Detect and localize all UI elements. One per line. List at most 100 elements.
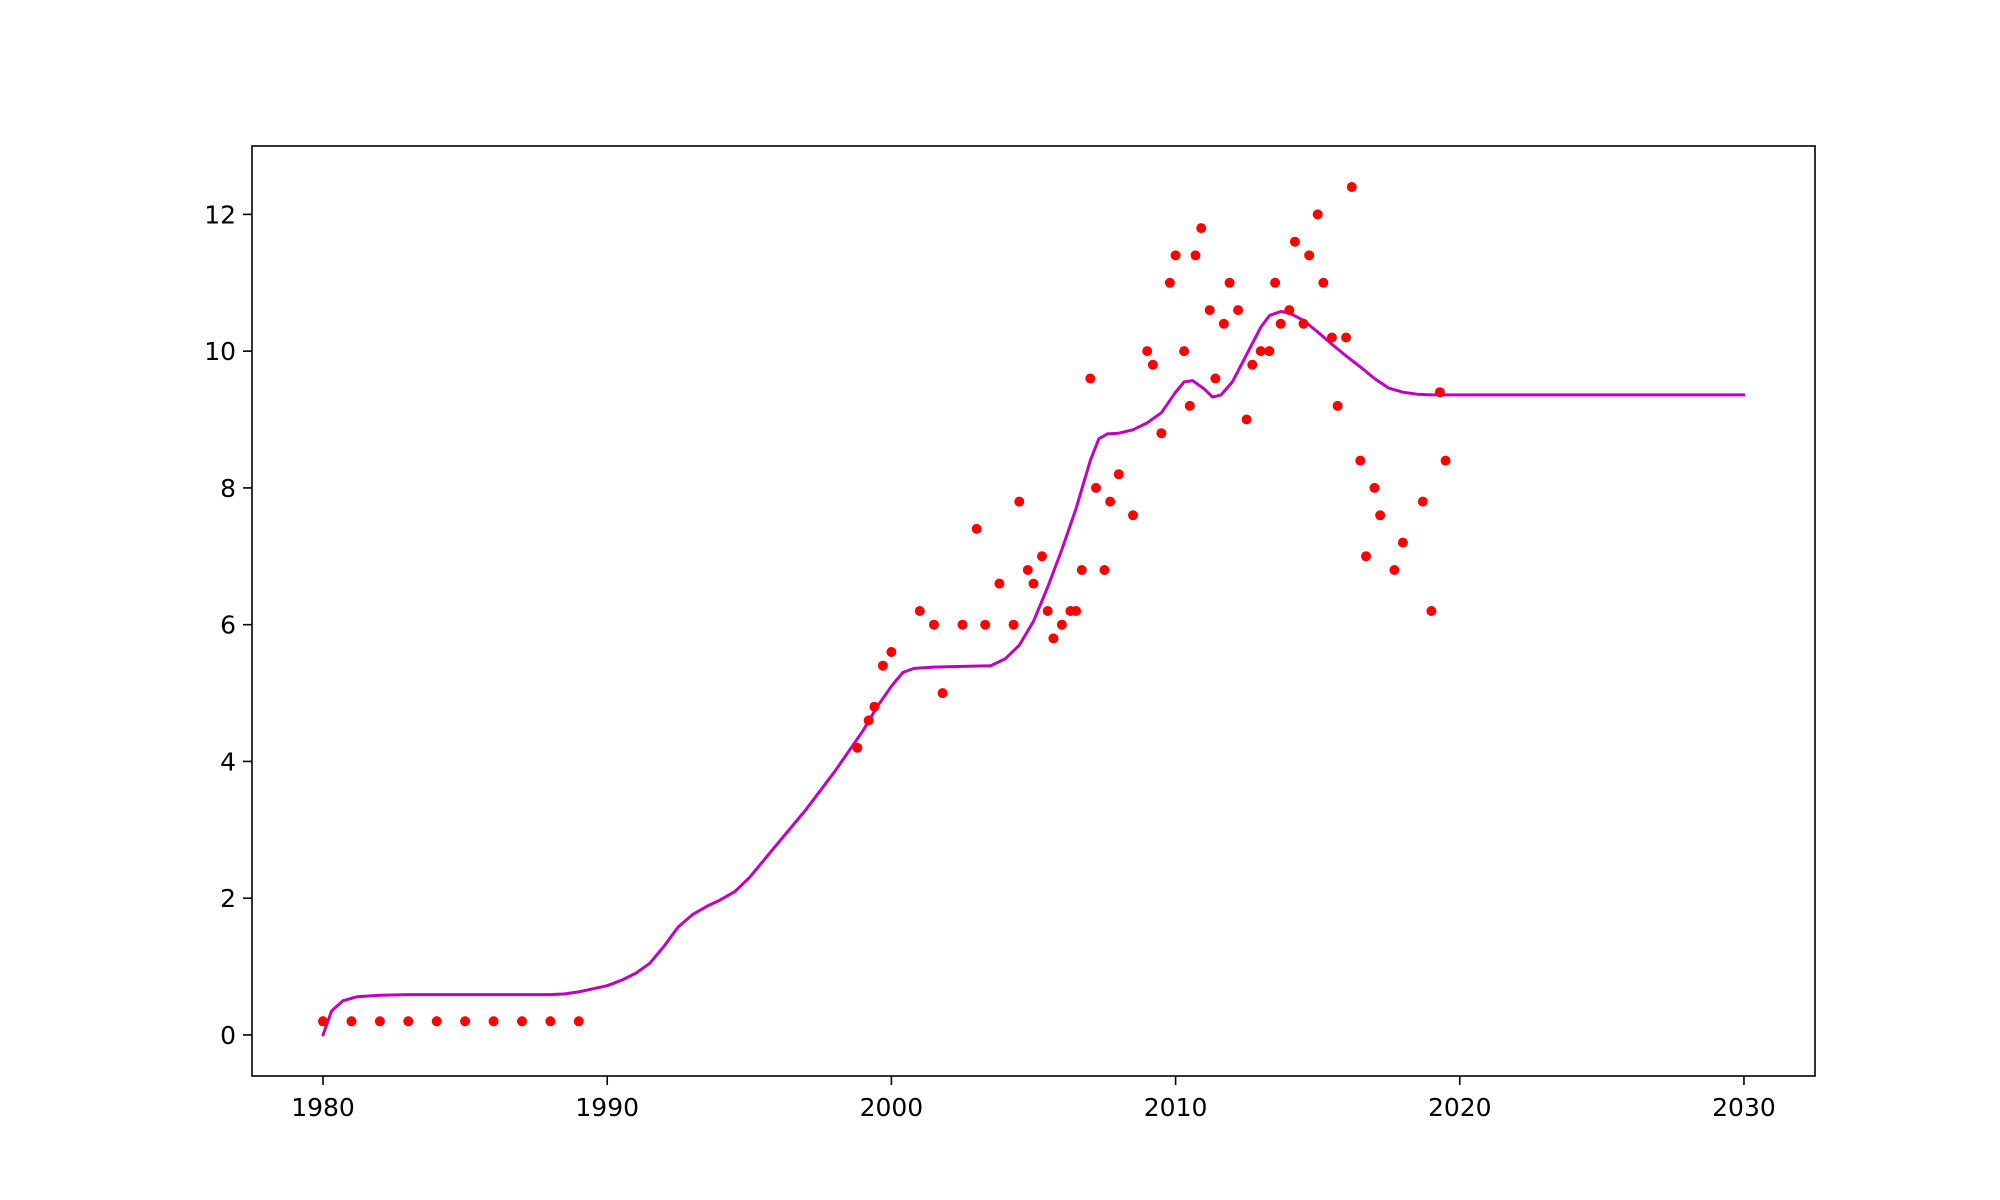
data-point [431,1016,442,1027]
data-point [1085,373,1096,384]
data-point [877,660,888,671]
data-point [1105,496,1116,507]
data-point [1264,346,1275,357]
data-point [1048,633,1059,644]
data-point [1247,359,1258,370]
x-tick-label: 2000 [860,1093,924,1122]
data-point [1014,496,1025,507]
data-point [1099,565,1110,575]
data-point [869,701,880,712]
data-point [1434,387,1445,398]
data-point [914,606,925,616]
data-point [1397,537,1408,548]
data-point [403,1016,414,1027]
data-point [937,688,948,699]
data-point [573,1016,584,1027]
data-point [1417,496,1428,507]
data-point [1022,565,1033,575]
data-point [1142,346,1153,357]
data-point [1037,551,1047,562]
y-axis-ticks: 0 2 4 6 8 10 12 [204,200,252,1050]
data-point [460,1016,471,1027]
data-point [886,647,897,657]
data-point [1184,400,1195,411]
data-point [1076,565,1087,575]
data-point [346,1016,357,1027]
x-axis-ticks: 1980 1990 2000 2010 2020 2030 [291,1076,1776,1122]
data-point [517,1016,527,1027]
data-point [1147,359,1158,370]
data-point [1304,250,1315,261]
data-point [980,619,991,630]
axes-frame [251,145,1816,1077]
data-point [1196,223,1207,234]
data-point [1128,510,1138,521]
data-point [1056,619,1067,630]
data-point [1369,482,1380,493]
data-point [1270,277,1281,288]
x-tick-label: 2020 [1428,1093,1492,1122]
x-tick-label: 1990 [575,1093,639,1122]
data-point [1218,318,1229,329]
data-point [1042,606,1053,616]
x-tick-label: 2030 [1712,1093,1776,1122]
x-tick-label: 1980 [291,1093,355,1122]
data-point [863,715,874,726]
data-point [1389,565,1400,575]
data-point [1071,606,1082,616]
data-point [1164,277,1175,288]
data-point [1341,332,1352,343]
data-point [1233,305,1244,316]
data-point [1179,346,1190,357]
fit-line-layer [321,310,1746,1037]
data-point [1156,428,1167,439]
data-point [488,1016,499,1027]
data-point [1326,332,1337,343]
data-point [1170,250,1181,261]
data-point [1190,250,1201,261]
data-point [971,523,982,534]
y-tick-label: 6 [220,611,236,640]
data-point [1298,318,1309,329]
data-point [1332,400,1343,411]
y-tick-label: 4 [220,747,236,776]
data-point [1028,578,1039,589]
data-point [318,1016,328,1027]
y-tick-label: 8 [220,474,236,503]
data-point [1361,551,1371,562]
data-point [1426,606,1437,616]
data-point [1275,318,1286,329]
data-point [1008,619,1019,630]
data-point [957,619,968,630]
fit-line [321,310,1746,1037]
data-point [1113,469,1124,480]
data-point [1204,305,1215,316]
data-point [994,578,1005,589]
data-point [1284,305,1295,316]
y-tick-label: 0 [220,1021,236,1050]
data-point [1346,182,1357,192]
y-tick-label: 10 [204,337,236,366]
data-point [1224,277,1235,288]
data-point [1312,209,1323,220]
data-point [1255,346,1266,357]
scatter-points-layer [318,182,1451,1027]
data-point [1289,236,1300,247]
data-point [852,742,863,753]
data-point [1210,373,1221,384]
y-tick-label: 2 [220,884,236,913]
plot-area [318,182,1746,1037]
data-point [545,1016,556,1027]
data-point [374,1016,385,1027]
data-point [1318,277,1329,288]
data-point [1241,414,1252,425]
y-tick-label: 12 [204,200,236,229]
data-point [1091,482,1101,493]
data-point [1440,455,1451,466]
data-point [1355,455,1366,466]
data-point [1375,510,1386,521]
x-tick-label: 2010 [1144,1093,1208,1122]
data-point [929,619,939,630]
